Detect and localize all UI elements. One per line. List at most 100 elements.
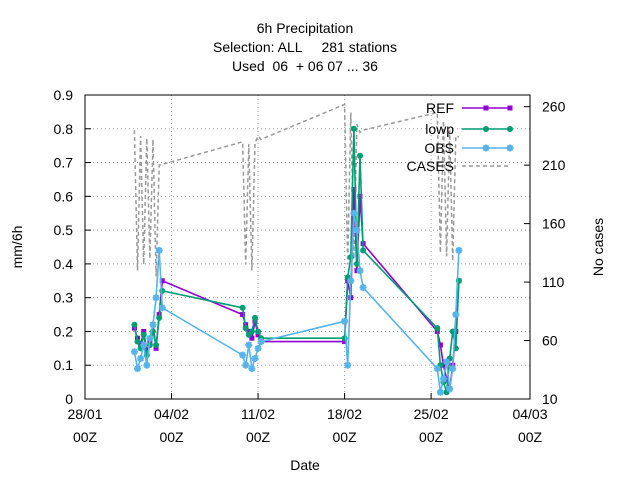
data-point (350, 125, 357, 132)
data-point (353, 260, 360, 267)
legend-label: CASES (407, 158, 454, 174)
data-point (482, 144, 490, 152)
y-tick-label: 0.6 (54, 188, 74, 204)
data-point (245, 341, 253, 349)
title-line-1: 6h Precipitation (257, 20, 354, 36)
data-point (357, 193, 363, 199)
data-point (155, 246, 163, 254)
y-axis-label: mm/6h (9, 226, 25, 269)
data-point (240, 312, 246, 318)
x-tick-label-date: 04/03 (512, 406, 547, 422)
y-tick-label: 0.9 (54, 87, 74, 103)
legend: REF lowp OBS CASES (407, 100, 514, 174)
series-cases (133, 103, 460, 277)
data-point (347, 254, 354, 261)
series-ref (131, 187, 462, 392)
x-tick-label-date: 04/02 (154, 406, 189, 422)
y2-axis-ticks: 10 60 110 160 210 260 (524, 99, 566, 407)
series-obs (130, 209, 463, 396)
data-point (360, 247, 367, 254)
chart-title: 6h Precipitation Selection: ALL 281 stat… (213, 20, 397, 74)
data-point (506, 144, 514, 152)
x-tick-label-hour: 00Z (333, 429, 358, 445)
data-point (251, 314, 258, 321)
data-point (140, 331, 147, 338)
data-point (433, 365, 441, 373)
data-point (356, 267, 364, 275)
data-point (452, 311, 460, 319)
series-layer (130, 103, 463, 396)
y-tick-label: 0.4 (54, 256, 74, 272)
data-point (254, 344, 262, 352)
data-point (251, 354, 259, 362)
data-point (146, 334, 154, 342)
x-tick-label-hour: 00Z (159, 429, 184, 445)
y2-tick-label: 60 (542, 333, 558, 349)
x-tick-label-date: 11/02 (241, 406, 275, 422)
data-point (134, 338, 141, 345)
y2-tick-label: 110 (542, 274, 565, 290)
data-point (140, 341, 148, 349)
data-point (483, 126, 489, 132)
y-tick-label: 0.3 (54, 290, 74, 306)
data-point (152, 294, 160, 302)
legend-entry: REF (426, 100, 513, 116)
data-point (507, 105, 513, 111)
y-tick-label: 0.7 (54, 155, 74, 171)
data-point (353, 226, 361, 234)
y-tick-label: 0.2 (54, 323, 74, 339)
x-axis-ticks: 28/01 00Z 04/02 00Z 11/02 00Z 18/02 00Z 25/02 00Z… (67, 393, 548, 445)
data-point (439, 375, 447, 383)
data-point (483, 105, 489, 111)
grid-lines (85, 95, 530, 399)
data-point (350, 209, 358, 217)
x-tick-label-hour: 00Z (73, 429, 98, 445)
x-tick-label-date: 25/02 (414, 406, 449, 422)
legend-entry: CASES (407, 158, 510, 174)
y2-tick-label: 10 (542, 391, 558, 407)
data-point (455, 246, 463, 254)
data-point (158, 304, 166, 312)
data-point (153, 345, 159, 351)
data-point (141, 328, 147, 334)
data-point (357, 152, 364, 159)
legend-label: OBS (424, 140, 454, 156)
x-tick-label-hour: 00Z (419, 429, 444, 445)
data-point (137, 354, 145, 362)
data-point (149, 321, 157, 329)
series-line (133, 103, 460, 277)
data-point (248, 328, 255, 335)
data-point (347, 277, 355, 285)
data-point (159, 278, 165, 284)
legend-entry: OBS (424, 140, 514, 156)
data-point (359, 284, 367, 292)
data-point (507, 126, 513, 132)
y2-axis-label: No cases (590, 218, 606, 276)
data-point (131, 321, 138, 328)
data-point (257, 338, 265, 346)
data-point (130, 348, 138, 356)
data-point (239, 304, 246, 311)
data-point (143, 361, 151, 369)
plot-frame (84, 94, 531, 400)
data-point (242, 361, 250, 369)
data-point (239, 351, 247, 359)
series-line (133, 213, 460, 393)
series-line (133, 189, 460, 390)
data-point (255, 332, 261, 338)
x-tick-label-hour: 00Z (246, 429, 271, 445)
legend-label: REF (426, 100, 454, 116)
data-point (351, 187, 357, 193)
data-point (434, 325, 441, 332)
data-point (134, 365, 142, 373)
data-point (449, 365, 457, 373)
data-point (242, 325, 249, 332)
y2-tick-label: 210 (542, 157, 566, 173)
data-point (255, 328, 262, 335)
x-axis-label: Date (290, 457, 320, 473)
data-point (341, 317, 349, 325)
legend-entry: lowp (425, 121, 513, 137)
data-point (342, 339, 348, 345)
x-tick-label-date: 18/02 (327, 406, 362, 422)
